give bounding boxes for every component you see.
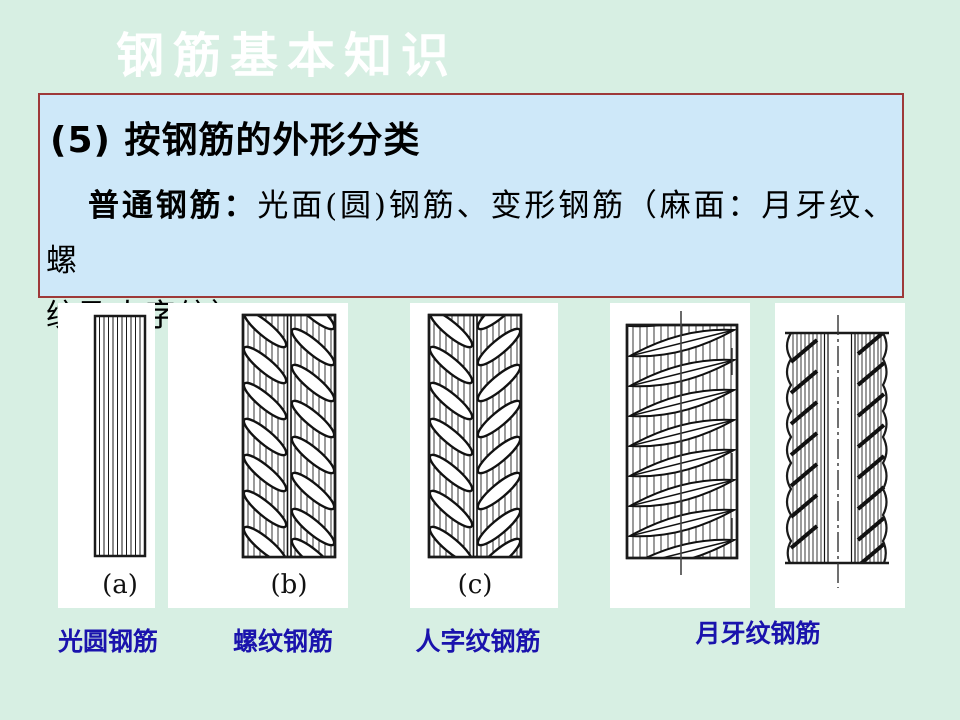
label-screw-thread-bar: 螺纹钢筋 [232, 627, 333, 656]
herringbone-bar-drawing [427, 313, 523, 559]
screw-thread-bar-drawing [241, 313, 337, 559]
figure-panel-screw-thread-bar: (b) [168, 303, 348, 608]
figure-panel-crescent-bar-side [775, 303, 905, 608]
paragraph-line1: 光面(圆)钢筋、变形钢筋（麻面：月牙纹、螺 [46, 188, 897, 279]
figure-caption-b: (b) [270, 570, 308, 600]
section-heading: (5) 按钢筋的外形分类 [50, 120, 421, 161]
slide-title: 钢筋基本知识 [116, 28, 459, 84]
paragraph-lead: 普通钢筋： [88, 188, 258, 224]
label-plain-round-bar: 光圆钢筋 [57, 627, 158, 656]
figure-caption-a: (a) [102, 570, 138, 600]
crescent-bar-side-drawing [785, 315, 889, 588]
classification-text-box: (5) 按钢筋的外形分类 普通钢筋：光面(圆)钢筋、变形钢筋（麻面：月牙纹、螺纹… [38, 93, 904, 334]
figure-panel-herringbone-bar: (c) [410, 303, 558, 608]
figure-caption-c: (c) [457, 570, 493, 600]
figure-panel-plain-round-bar: (a) [58, 303, 155, 608]
plain-round-bar-drawing [93, 314, 147, 558]
figure-panel-crescent-bar-front [610, 303, 750, 608]
label-herringbone-bar: 人字纹钢筋 [415, 627, 541, 656]
label-crescent-bar: 月牙纹钢筋 [695, 619, 821, 648]
crescent-bar-front-drawing [625, 311, 739, 575]
